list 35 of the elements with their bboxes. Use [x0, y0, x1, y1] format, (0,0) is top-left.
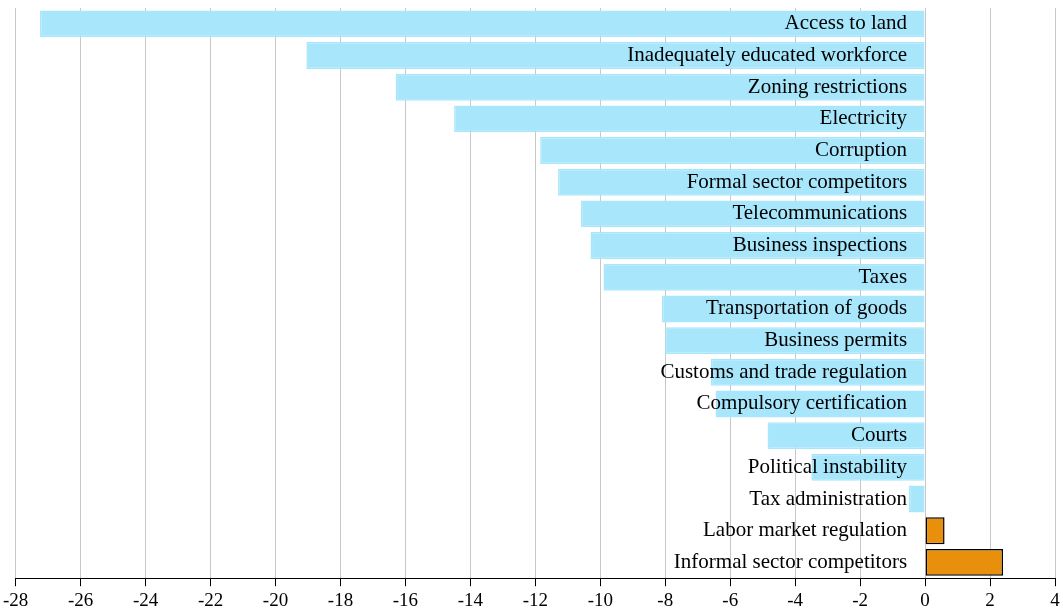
- y-tick-label: Corruption: [814, 137, 908, 162]
- y-tick-label: Taxes: [858, 263, 908, 288]
- y-tick-label: Courts: [851, 422, 908, 447]
- x-tick-label: -2: [852, 588, 869, 610]
- x-tick-label: -16: [392, 588, 419, 610]
- x-tick-label: -6: [722, 588, 739, 610]
- y-tick-label: Formal sector competitors: [686, 168, 908, 193]
- x-tick-label: -22: [197, 588, 224, 610]
- y-tick-label: Political instability: [747, 453, 908, 478]
- y-tick-label: Business inspections: [732, 232, 908, 257]
- y-tick-label: Tax administration: [749, 485, 908, 510]
- x-tick-label: -4: [787, 588, 804, 610]
- x-tick-label: -20: [262, 588, 289, 610]
- y-tick-label: Inadequately educated workforce: [627, 42, 908, 67]
- x-tick-label: -26: [67, 588, 94, 610]
- x-tick-label: -18: [327, 588, 354, 610]
- x-tick-label: 2: [985, 588, 995, 610]
- x-tick-label: -8: [657, 588, 674, 610]
- y-tick-label: Zoning restrictions: [747, 73, 908, 98]
- x-tick-label: -14: [457, 588, 484, 610]
- y-tick-label: Electricity: [819, 105, 908, 130]
- y-tick-label: Transportation of goods: [706, 295, 908, 320]
- y-tick-label: Customs and trade regulation: [660, 358, 908, 383]
- x-tick-label: -12: [522, 588, 548, 610]
- x-tick-label: 4: [1050, 588, 1061, 610]
- y-tick-label: Business permits: [764, 327, 908, 352]
- x-tick-label: -10: [587, 588, 613, 610]
- x-tick-label: -28: [3, 588, 29, 610]
- y-tick-label: Access to land: [784, 10, 908, 35]
- y-tick-label: Telecommunications: [732, 200, 908, 225]
- y-tick-label: Compulsory certification: [696, 390, 908, 415]
- x-tick-label: -24: [132, 588, 159, 610]
- y-tick-label: Informal sector competitors: [673, 548, 908, 573]
- x-tick-label: 0: [920, 588, 930, 610]
- y-tick-label: Labor market regulation: [702, 517, 908, 542]
